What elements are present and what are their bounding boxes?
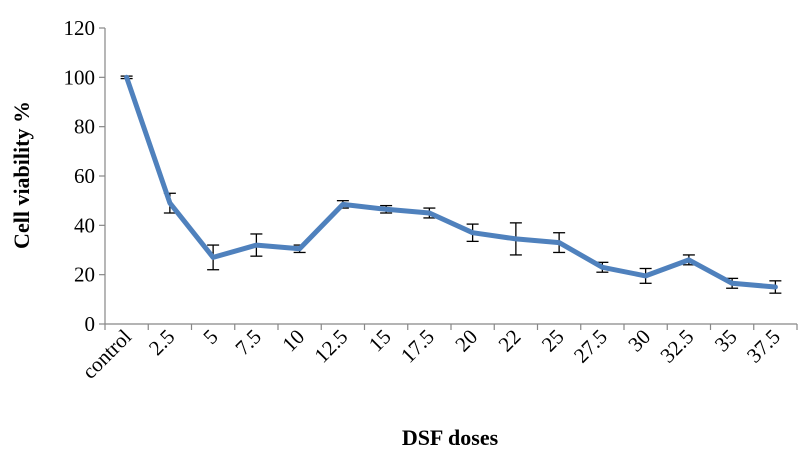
x-tick-label: 10 [277, 325, 309, 357]
x-tick-label: 20 [450, 325, 482, 357]
y-tick-label: 80 [74, 115, 95, 139]
x-tick-label: 15 [364, 325, 396, 357]
series-line [124, 74, 778, 290]
y-axis-title: Cell viability % [9, 101, 34, 249]
x-tick-label: 5 [198, 325, 222, 349]
x-tick-label: 25 [537, 325, 569, 357]
x-axis-ticks: control 2.5 5 7.5 10 12.5 15 17.5 20 22 25 27.5 30 32… [77, 324, 798, 384]
y-tick-label: 0 [85, 312, 96, 336]
y-tick-label: 40 [74, 213, 95, 237]
x-tick-label: 12.5 [309, 325, 352, 368]
x-tick-label: 27.5 [569, 325, 612, 368]
x-axis-title: DSF doses [402, 425, 499, 450]
x-tick-label: 7.5 [230, 325, 266, 361]
x-tick-label: 2.5 [144, 325, 180, 361]
x-tick-label: 37.5 [742, 325, 785, 368]
y-tick-label: 120 [64, 16, 96, 40]
x-tick-label: 17.5 [396, 325, 439, 368]
y-tick-label: 20 [74, 263, 95, 287]
y-axis-ticks: 0 20 40 60 80 100 120 [64, 16, 105, 336]
y-tick-label: 100 [64, 65, 96, 89]
y-tick-label: 60 [74, 164, 95, 188]
x-tick-label: 35 [710, 325, 742, 357]
x-tick-label: 22 [494, 325, 526, 357]
x-tick-label: 32.5 [655, 325, 698, 368]
x-tick-label: 30 [623, 325, 655, 357]
